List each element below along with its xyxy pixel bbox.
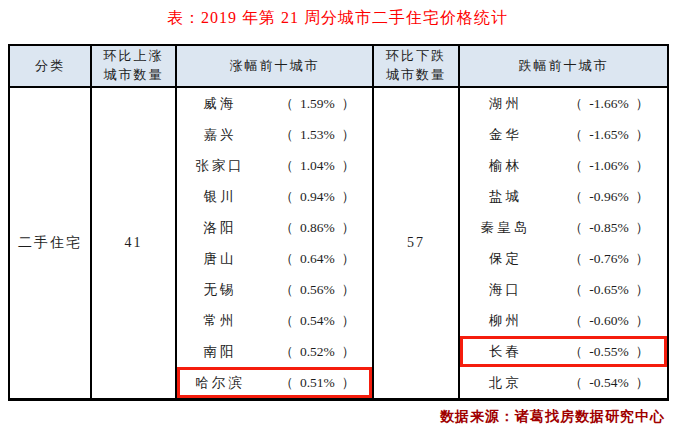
table-row: 嘉兴 （ 1.53% ） bbox=[177, 119, 372, 150]
city-name: 张家口 bbox=[177, 157, 263, 175]
table-row: 榆林 （ -1.06% ） bbox=[460, 150, 667, 181]
data-row: 二手住宅 41 威海 （ 1.59% ） 嘉兴 （ 1.53% ） 张家口 （ … bbox=[9, 87, 668, 400]
city-name: 常州 bbox=[177, 312, 263, 330]
city-name: 南阳 bbox=[177, 343, 263, 361]
table-row: 秦皇岛 （ -0.85% ） bbox=[460, 212, 667, 243]
city-value: （ 0.56% ） bbox=[263, 281, 372, 299]
document-page: 表：2019 年第 21 周分城市二手住宅价格统计 分类 环比上涨城市数量 涨幅… bbox=[0, 0, 675, 434]
city-value: （ 0.52% ） bbox=[263, 343, 372, 361]
city-value: （ 1.53% ） bbox=[263, 126, 372, 144]
rise-count-cell: 41 bbox=[91, 87, 176, 400]
city-name: 银川 bbox=[177, 188, 263, 206]
city-value: （ -1.65% ） bbox=[551, 126, 667, 144]
city-value: （ -0.60% ） bbox=[551, 312, 667, 330]
city-name: 湖州 bbox=[460, 95, 551, 113]
decliners-cell: 湖州 （ -1.66% ） 金华 （ -1.65% ） 榆林 （ -1.06% … bbox=[459, 87, 668, 400]
table-row: 盐城 （ -0.96% ） bbox=[460, 181, 667, 212]
table-row: 张家口 （ 1.04% ） bbox=[177, 150, 372, 181]
table-row: 湖州 （ -1.66% ） bbox=[460, 88, 667, 119]
city-value: （ 1.59% ） bbox=[263, 95, 372, 113]
city-value: （ -0.54% ） bbox=[551, 374, 667, 392]
price-stats-table: 分类 环比上涨城市数量 涨幅前十城市 环比下跌城市数量 跌幅前十城市 二手住宅 … bbox=[8, 44, 669, 401]
table-row: 洛阳 （ 0.86% ） bbox=[177, 212, 372, 243]
header-row: 分类 环比上涨城市数量 涨幅前十城市 环比下跌城市数量 跌幅前十城市 bbox=[9, 45, 668, 87]
col-header-fall-count: 环比下跌城市数量 bbox=[373, 45, 459, 87]
col-header-top-decliners: 跌幅前十城市 bbox=[459, 45, 668, 87]
city-name: 威海 bbox=[177, 95, 263, 113]
city-name: 洛阳 bbox=[177, 219, 263, 237]
city-value: （ 0.64% ） bbox=[263, 250, 372, 268]
city-name: 嘉兴 bbox=[177, 126, 263, 144]
table-row: 柳州 （ -0.60% ） bbox=[460, 305, 667, 336]
city-name: 北京 bbox=[460, 374, 551, 392]
table-row: 银川 （ 0.94% ） bbox=[177, 181, 372, 212]
city-name: 哈尔滨 bbox=[177, 374, 263, 392]
table-row: 保定 （ -0.76% ） bbox=[460, 243, 667, 274]
city-name: 保定 bbox=[460, 250, 551, 268]
category-cell: 二手住宅 bbox=[9, 87, 91, 400]
city-name: 秦皇岛 bbox=[460, 219, 551, 237]
city-value: （ -0.55% ） bbox=[551, 343, 667, 361]
col-header-rise-count: 环比上涨城市数量 bbox=[91, 45, 176, 87]
table-row: 北京 （ -0.54% ） bbox=[460, 367, 667, 398]
city-name: 唐山 bbox=[177, 250, 263, 268]
city-name: 柳州 bbox=[460, 312, 551, 330]
city-name: 海口 bbox=[460, 281, 551, 299]
highlighted-row-harbin: 哈尔滨 （ 0.51% ） bbox=[177, 367, 372, 398]
data-source-note: 数据来源：诸葛找房数据研究中心 bbox=[440, 408, 665, 426]
city-value: （ -0.76% ） bbox=[551, 250, 667, 268]
table-row: 常州 （ 0.54% ） bbox=[177, 305, 372, 336]
city-value: （ 0.51% ） bbox=[263, 374, 372, 392]
city-value: （ 1.04% ） bbox=[263, 157, 372, 175]
city-value: （ -1.06% ） bbox=[551, 157, 667, 175]
table-row: 威海 （ 1.59% ） bbox=[177, 88, 372, 119]
gainers-cell: 威海 （ 1.59% ） 嘉兴 （ 1.53% ） 张家口 （ 1.04% ） … bbox=[176, 87, 373, 400]
city-name: 长春 bbox=[460, 343, 551, 361]
table-row: 南阳 （ 0.52% ） bbox=[177, 336, 372, 367]
city-value: （ -1.66% ） bbox=[551, 95, 667, 113]
city-value: （ -0.65% ） bbox=[551, 281, 667, 299]
table-row: 海口 （ -0.65% ） bbox=[460, 274, 667, 305]
col-header-top-gainers: 涨幅前十城市 bbox=[176, 45, 373, 87]
table-title: 表：2019 年第 21 周分城市二手住宅价格统计 bbox=[0, 8, 675, 29]
city-value: （ 0.86% ） bbox=[263, 219, 372, 237]
city-value: （ 0.54% ） bbox=[263, 312, 372, 330]
fall-count-cell: 57 bbox=[373, 87, 459, 400]
city-value: （ -0.85% ） bbox=[551, 219, 667, 237]
city-name: 盐城 bbox=[460, 188, 551, 206]
city-name: 榆林 bbox=[460, 157, 551, 175]
table-row: 唐山 （ 0.64% ） bbox=[177, 243, 372, 274]
table-row: 无锡 （ 0.56% ） bbox=[177, 274, 372, 305]
city-value: （ 0.94% ） bbox=[263, 188, 372, 206]
table-row: 金华 （ -1.65% ） bbox=[460, 119, 667, 150]
col-header-category: 分类 bbox=[9, 45, 91, 87]
highlighted-row-changchun: 长春 （ -0.55% ） bbox=[460, 336, 667, 367]
city-value: （ -0.96% ） bbox=[551, 188, 667, 206]
city-name: 金华 bbox=[460, 126, 551, 144]
city-name: 无锡 bbox=[177, 281, 263, 299]
